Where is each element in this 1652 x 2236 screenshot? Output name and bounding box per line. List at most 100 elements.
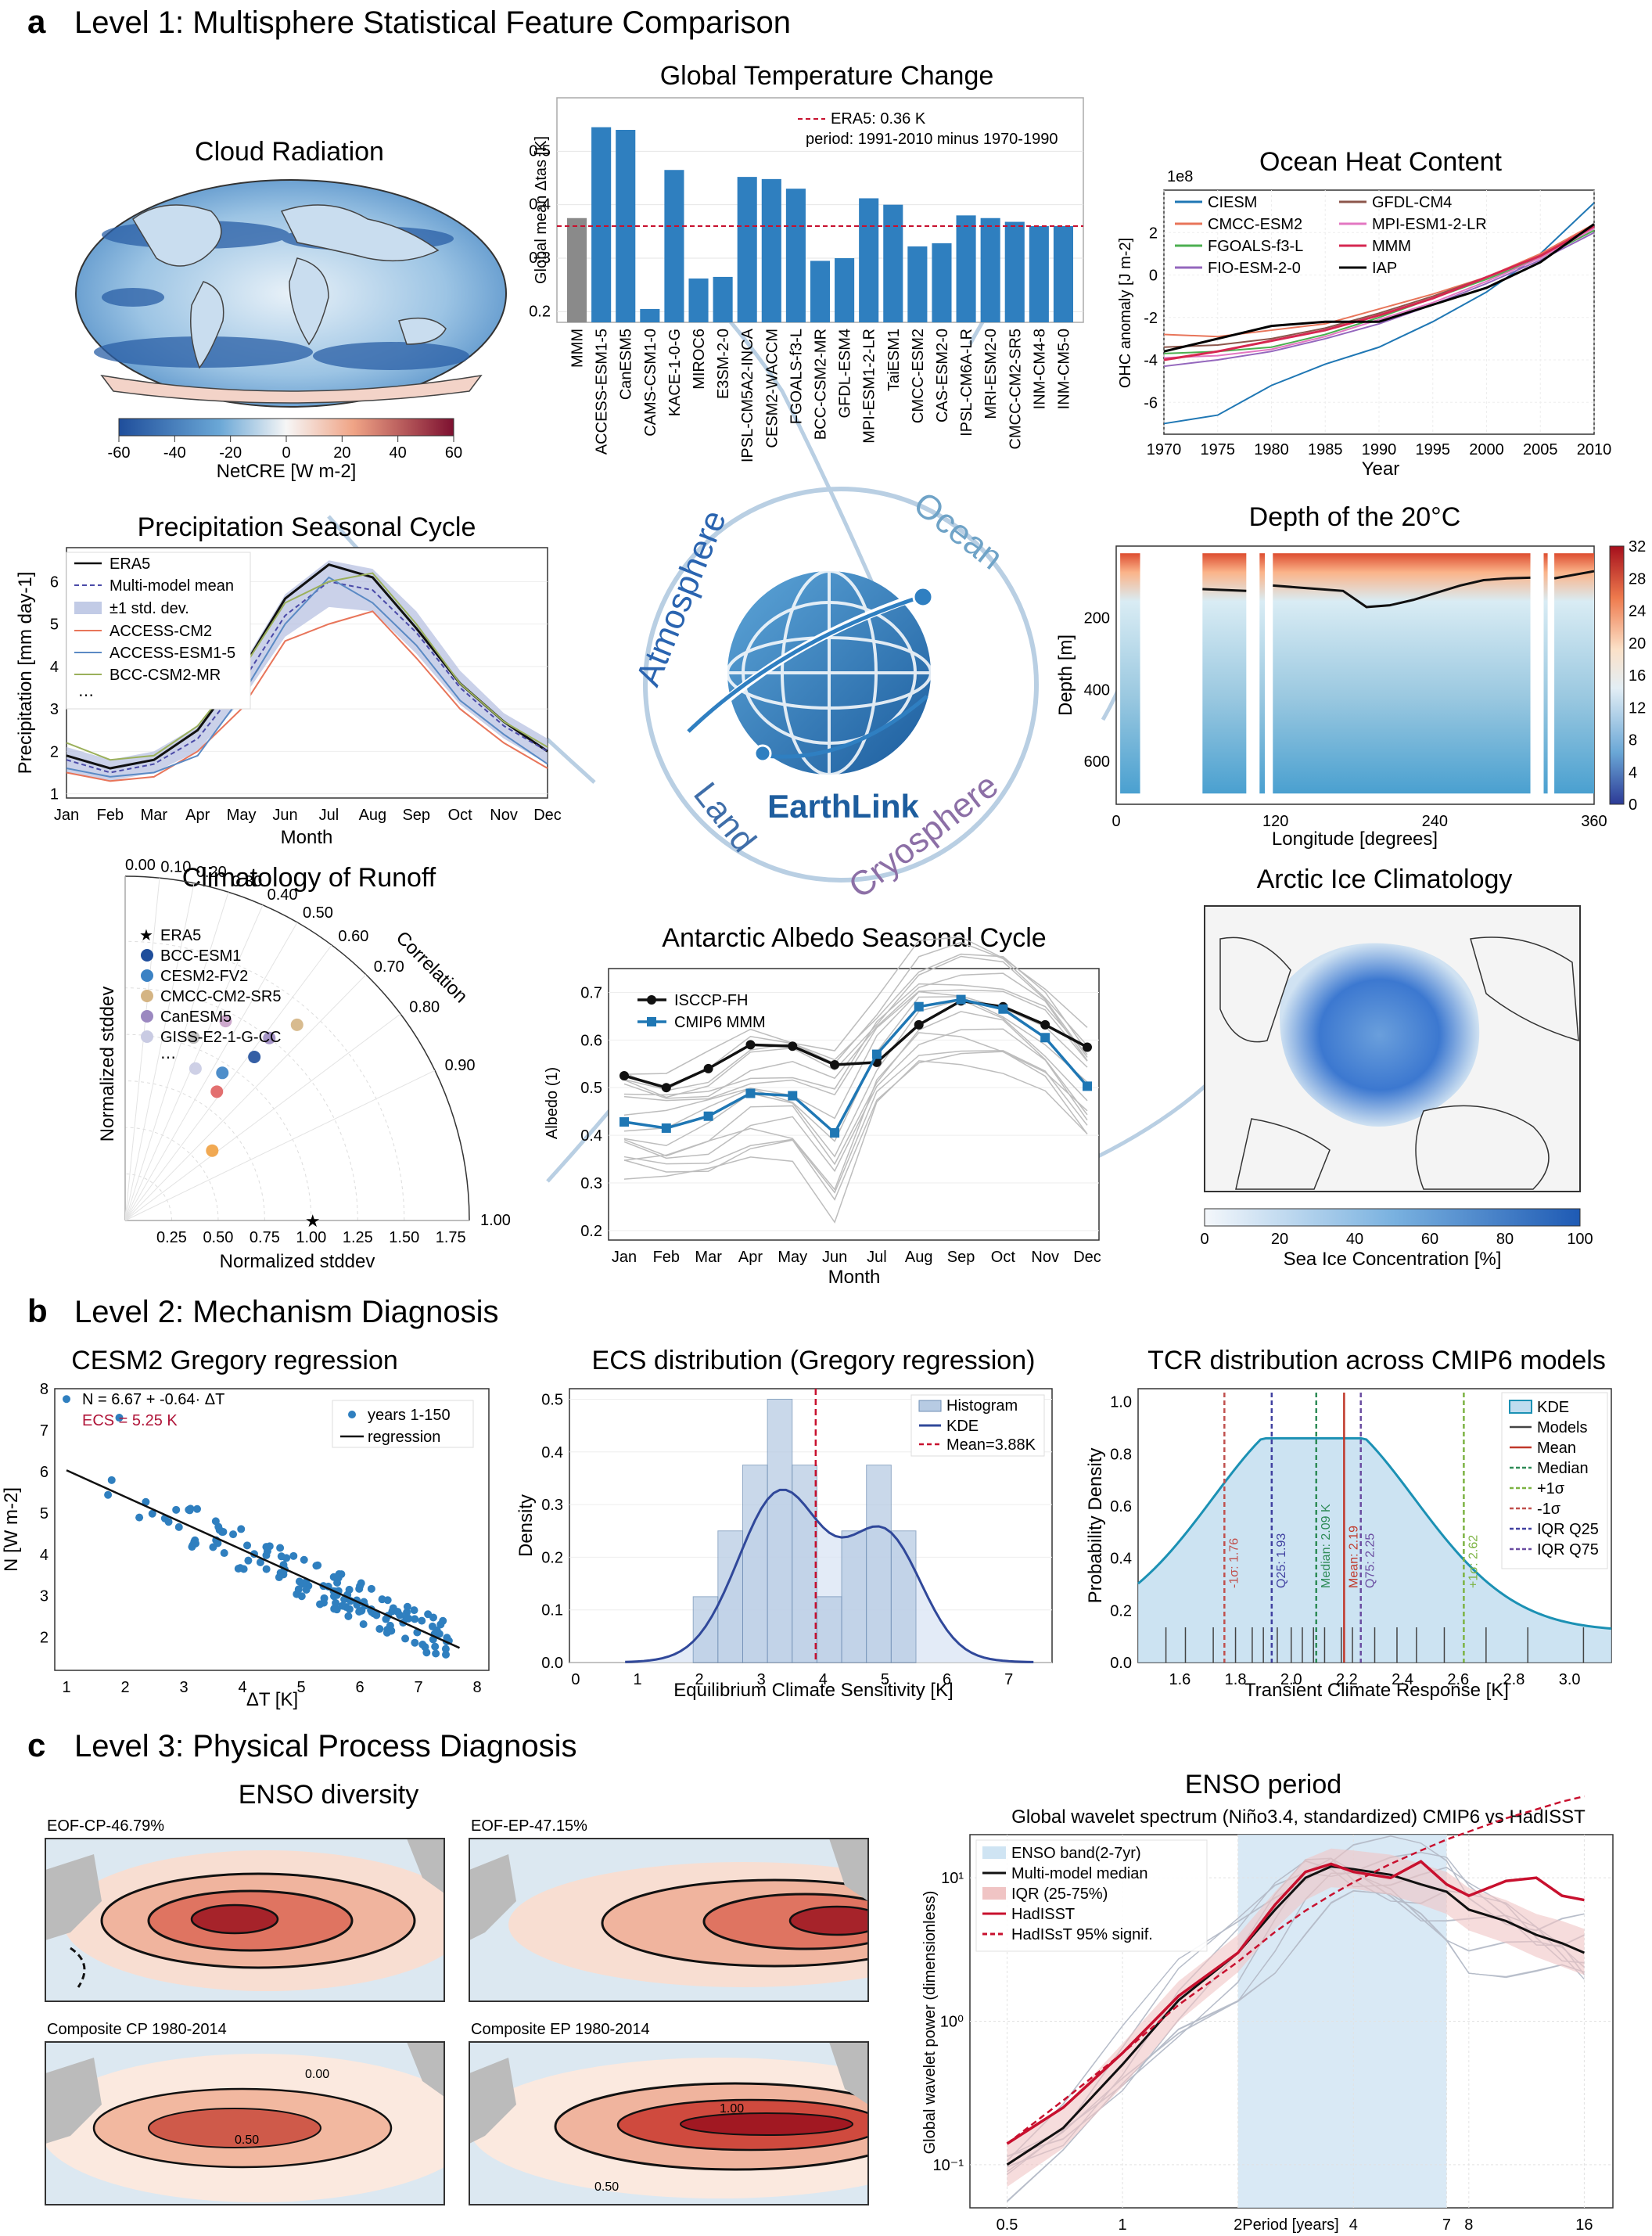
runoff-corr-tick: 0.30 — [232, 873, 262, 890]
ecs-xtick: 6 — [943, 1671, 951, 1688]
albedo-legend-label: ISCCP-FH — [674, 992, 748, 1009]
gregory-point — [372, 1611, 381, 1619]
d20-xtick: 120 — [1262, 813, 1288, 830]
gt-bar — [1029, 226, 1049, 322]
ice-colorbar-ticks: 0 20 40 60 80 100 — [1200, 1231, 1593, 1248]
d20-colorbar-tick: 0 — [1629, 796, 1637, 814]
ohc-legend-label: FGOALS-f3-L — [1208, 238, 1303, 255]
gregory-ytick: 3 — [40, 1588, 48, 1605]
enso-legend-box — [975, 1839, 1208, 1952]
gregory-ytick: 8 — [40, 1381, 48, 1398]
ecs-ytick: 0.3 — [541, 1497, 563, 1514]
precip-xtick: May — [227, 807, 257, 824]
runoff-legend-label: ERA5 — [160, 927, 201, 944]
gt-category: IPSL-CM5A2-INCA — [739, 328, 756, 462]
albedo-marker — [661, 1083, 671, 1093]
gregory-point — [262, 1565, 271, 1573]
gregory-xtick: 1 — [62, 1679, 70, 1696]
tcr-xtick: 2.6 — [1447, 1671, 1469, 1688]
tcr-xlabel: Transient Climate Response [K] — [1244, 1680, 1509, 1701]
ecs-xtick: 7 — [1004, 1671, 1013, 1688]
ohc-xtick: 1995 — [1416, 441, 1451, 458]
gregory-ecs: ECS = 5.25 K — [82, 1412, 178, 1429]
gt-bar — [591, 127, 612, 322]
ecs-histogram-bar — [866, 1465, 892, 1663]
d20-ylabel: Depth [m] — [1055, 634, 1076, 716]
arctic-ice-panel: Arctic Ice Climatology 0 20 40 60 80 100 Sea … — [1200, 865, 1593, 1270]
tcr-legend-label: IQR Q25 — [1537, 1521, 1599, 1538]
albedo-model-line — [623, 1051, 1088, 1201]
enso-legend-label: IQR (25-75%) — [1011, 1886, 1108, 1903]
ecs-xtick: 1 — [633, 1671, 641, 1688]
precip-ytick: 6 — [50, 573, 59, 591]
precip-xtick: Apr — [185, 807, 210, 824]
enso-map-2 — [469, 1839, 868, 2001]
gregory-point — [244, 1556, 253, 1565]
albedo-ytick: 0.2 — [580, 1223, 602, 1240]
enso-map-4: 1.00 0.50 — [469, 2042, 868, 2205]
enso-legend-label: HadISsT 95% signif. — [1011, 1926, 1153, 1943]
ecs-histogram-bar — [792, 1465, 817, 1663]
gregory-point — [104, 1490, 113, 1499]
depth20-chart: Depth of the 20°C0 120 240 360200400600Long… — [1055, 502, 1646, 850]
gregory-point — [234, 1565, 242, 1573]
gregory-point — [330, 1604, 339, 1612]
runoff-point — [219, 1015, 232, 1028]
albedo-legend-marker — [647, 1017, 656, 1026]
earthlink-logo: EarthLink Atmosphere Ocean Land Cryosphe… — [629, 484, 1039, 906]
albedo-model-line — [623, 972, 1088, 1099]
section-b-letter: b — [27, 1292, 48, 1329]
runoff-corr-ray — [124, 1013, 401, 1221]
runoff-std-arc — [124, 987, 358, 1221]
cre-tick-label: 40 — [390, 444, 407, 462]
ohc-legend-label: MPI-ESM1-2-LR — [1372, 216, 1487, 233]
gregory-point — [107, 1476, 116, 1484]
ohc-xlabel: Year — [1362, 458, 1400, 480]
gt-category: GFDL-ESM4 — [837, 329, 854, 418]
gregory-point — [217, 1528, 226, 1537]
gregory-ytick: 6 — [40, 1464, 48, 1481]
precip-legend-more: ⋯ — [78, 687, 94, 704]
runoff-corr-tick: 1.00 — [480, 1212, 511, 1229]
tcr-ytick: 0.2 — [1110, 1602, 1132, 1619]
runoff-corr-ray — [124, 922, 298, 1221]
arctic-land-2 — [1415, 1105, 1550, 1190]
albedo-model-line — [623, 983, 1088, 1096]
tcr-legend-label: KDE — [1537, 1399, 1569, 1416]
albedo-model-line — [623, 1028, 1088, 1173]
gregory-legend-regression: regression — [368, 1429, 440, 1446]
runoff-era5-star: ★ — [305, 1211, 321, 1231]
gregory-ytick: 5 — [40, 1505, 48, 1522]
gt-ytick: 0.3 — [529, 250, 551, 267]
albedo-model-line — [623, 999, 1088, 1158]
gregory-point — [357, 1579, 365, 1587]
gregory-xtick: 5 — [296, 1679, 305, 1696]
albedo-xtick: Jun — [822, 1249, 847, 1266]
gregory-legend-dot — [348, 1411, 356, 1418]
ecs-histogram-bar — [841, 1530, 867, 1663]
tcr-legend-label: +1σ — [1537, 1480, 1565, 1497]
tcr-legend-swatch — [1509, 1400, 1532, 1414]
gregory-point — [300, 1555, 308, 1564]
albedo-ytick: 0.4 — [580, 1127, 602, 1145]
runoff-legend-dot — [141, 1010, 153, 1023]
ohc-legend-label: IAP — [1372, 260, 1397, 277]
d20-section — [1554, 553, 1594, 794]
ohc-title: Ocean Heat Content — [1259, 147, 1503, 177]
gregory-ytick: 2 — [40, 1630, 48, 1647]
gregory-point — [63, 1395, 70, 1404]
tcr-xtick: 2.8 — [1503, 1671, 1525, 1688]
cre-tick-label: 60 — [445, 444, 462, 462]
albedo-chart: Antarctic Albedo Seasonal Cycle 0.2 0.3 0.4… — [544, 923, 1101, 1288]
gt-bar — [567, 217, 587, 322]
gt-category: MPI-ESM1-2-LR — [861, 329, 878, 444]
gregory-point — [302, 1586, 311, 1594]
gt-bar — [859, 198, 879, 322]
gregory-point — [243, 1541, 252, 1550]
precip-xtick: Feb — [97, 807, 124, 824]
runoff-corr-ray — [124, 944, 332, 1221]
gregory-point — [442, 1650, 451, 1659]
gregory-point — [422, 1648, 431, 1657]
gregory-point — [436, 1620, 445, 1629]
tcr-kde-fill — [1138, 1438, 1611, 1663]
